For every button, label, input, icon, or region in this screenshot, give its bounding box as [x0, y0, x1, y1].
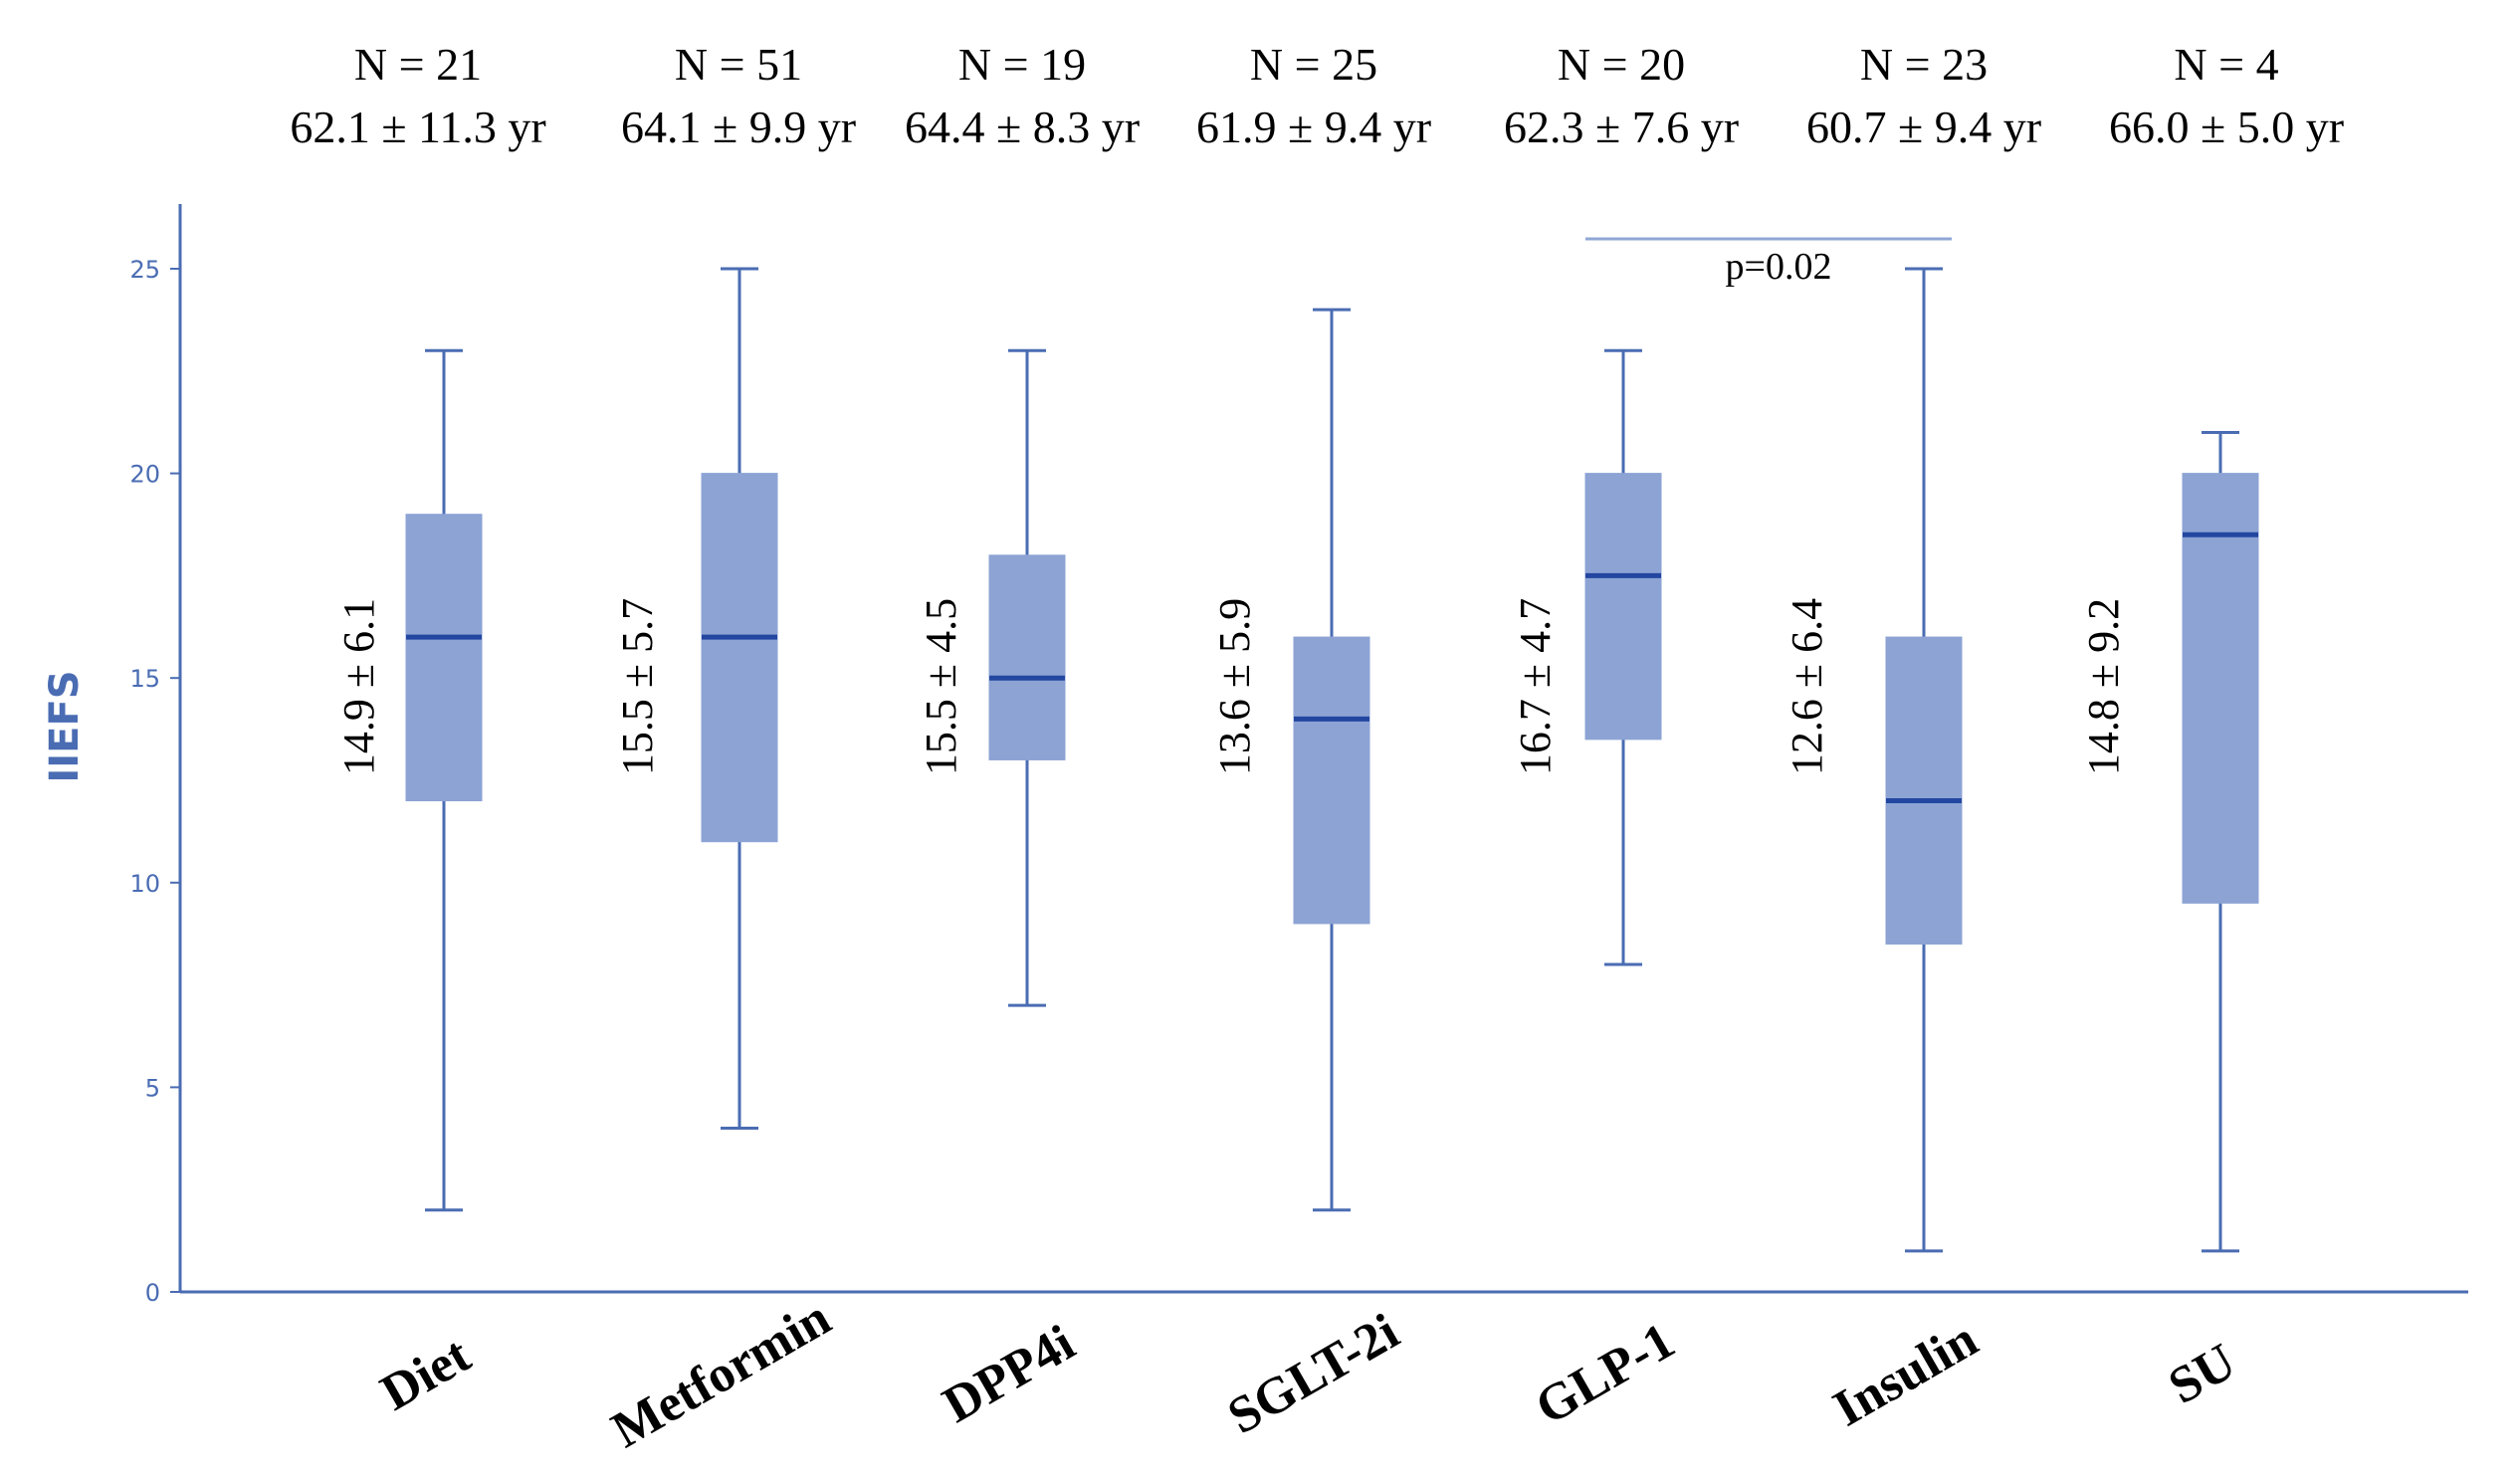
- axes: 0 5 10 15 20 25 IIEFS: [42, 204, 2468, 1307]
- category-label: Metformin: [602, 1289, 840, 1459]
- y-axis-title: IIEFS: [42, 670, 88, 782]
- boxes: [405, 267, 2259, 1253]
- box-su: [2182, 430, 2259, 1253]
- iqr-box: [405, 514, 483, 802]
- iqr-box: [1885, 636, 1963, 945]
- category-label: Diet: [371, 1327, 480, 1422]
- group-n-label: N = 51: [675, 39, 802, 90]
- group-n-label: N = 4: [2174, 39, 2278, 90]
- iqr-box: [988, 554, 1066, 760]
- group-age-label: 64.1 ± 9.9 yr: [621, 102, 856, 152]
- group-n-label: N = 19: [958, 39, 1086, 90]
- box-insulin: [1885, 267, 1963, 1253]
- group-mean-sd-label: 16.7 ± 4.7: [1511, 598, 1560, 775]
- y-tick-label: 25: [129, 256, 160, 284]
- group-n-label: N = 23: [1860, 39, 1988, 90]
- category-label: GLP-1: [1526, 1312, 1684, 1435]
- group-mean-sd-label: 14.8 ± 9.2: [2079, 598, 2128, 775]
- group-mean-sd-label: 15.5 ± 5.7: [613, 598, 662, 775]
- group-mean-sd-label: 14.9 ± 6.1: [334, 598, 383, 775]
- box-glp-1: [1584, 348, 1662, 966]
- box-diet: [405, 348, 483, 1212]
- box-dpp4i: [988, 348, 1066, 1007]
- y-tick-label: 15: [129, 665, 160, 693]
- group-age-label: 61.9 ± 9.4 yr: [1196, 102, 1431, 152]
- iqr-box: [1584, 473, 1662, 741]
- category-label: SGLT-2i: [1219, 1303, 1408, 1445]
- group-n-label: N = 20: [1558, 39, 1685, 90]
- group-age-label: 60.7 ± 9.4 yr: [1806, 102, 2041, 152]
- box-sglt-2i: [1293, 308, 1370, 1212]
- group-age-label: 64.4 ± 8.3 yr: [905, 102, 1140, 152]
- p-value-annotation: p=0.02: [1726, 246, 1832, 288]
- group-n-label: N = 25: [1250, 39, 1377, 90]
- category-label: Insulin: [1824, 1311, 1988, 1437]
- group-headers: N = 21 62.1 ± 11.3 yr N = 51 64.1 ± 9.9 yr N…: [290, 39, 2344, 152]
- iqr-box: [2182, 473, 2259, 904]
- group-mean-sd-label: 13.6 ± 5.9: [1210, 598, 1259, 775]
- group-age-label: 66.0 ± 5.0 yr: [2109, 102, 2344, 152]
- iqr-box: [1293, 636, 1370, 925]
- y-tick-label: 0: [145, 1279, 160, 1307]
- y-tick-label: 20: [129, 461, 160, 489]
- category-label: SU: [2160, 1333, 2245, 1415]
- box-metformin: [701, 267, 778, 1131]
- group-mean-sd-label: 12.6 ± 6.4: [1783, 598, 1831, 775]
- group-mean-sd-label: 15.5 ± 4.5: [917, 598, 965, 775]
- group-n-label: N = 21: [354, 39, 482, 90]
- y-tick-label: 5: [145, 1074, 160, 1102]
- group-age-label: 62.3 ± 7.6 yr: [1504, 102, 1739, 152]
- y-tick-label: 10: [129, 870, 160, 898]
- iqr-box: [701, 473, 778, 843]
- category-label: DPP4i: [934, 1315, 1084, 1434]
- group-age-label: 62.1 ± 11.3 yr: [290, 102, 545, 152]
